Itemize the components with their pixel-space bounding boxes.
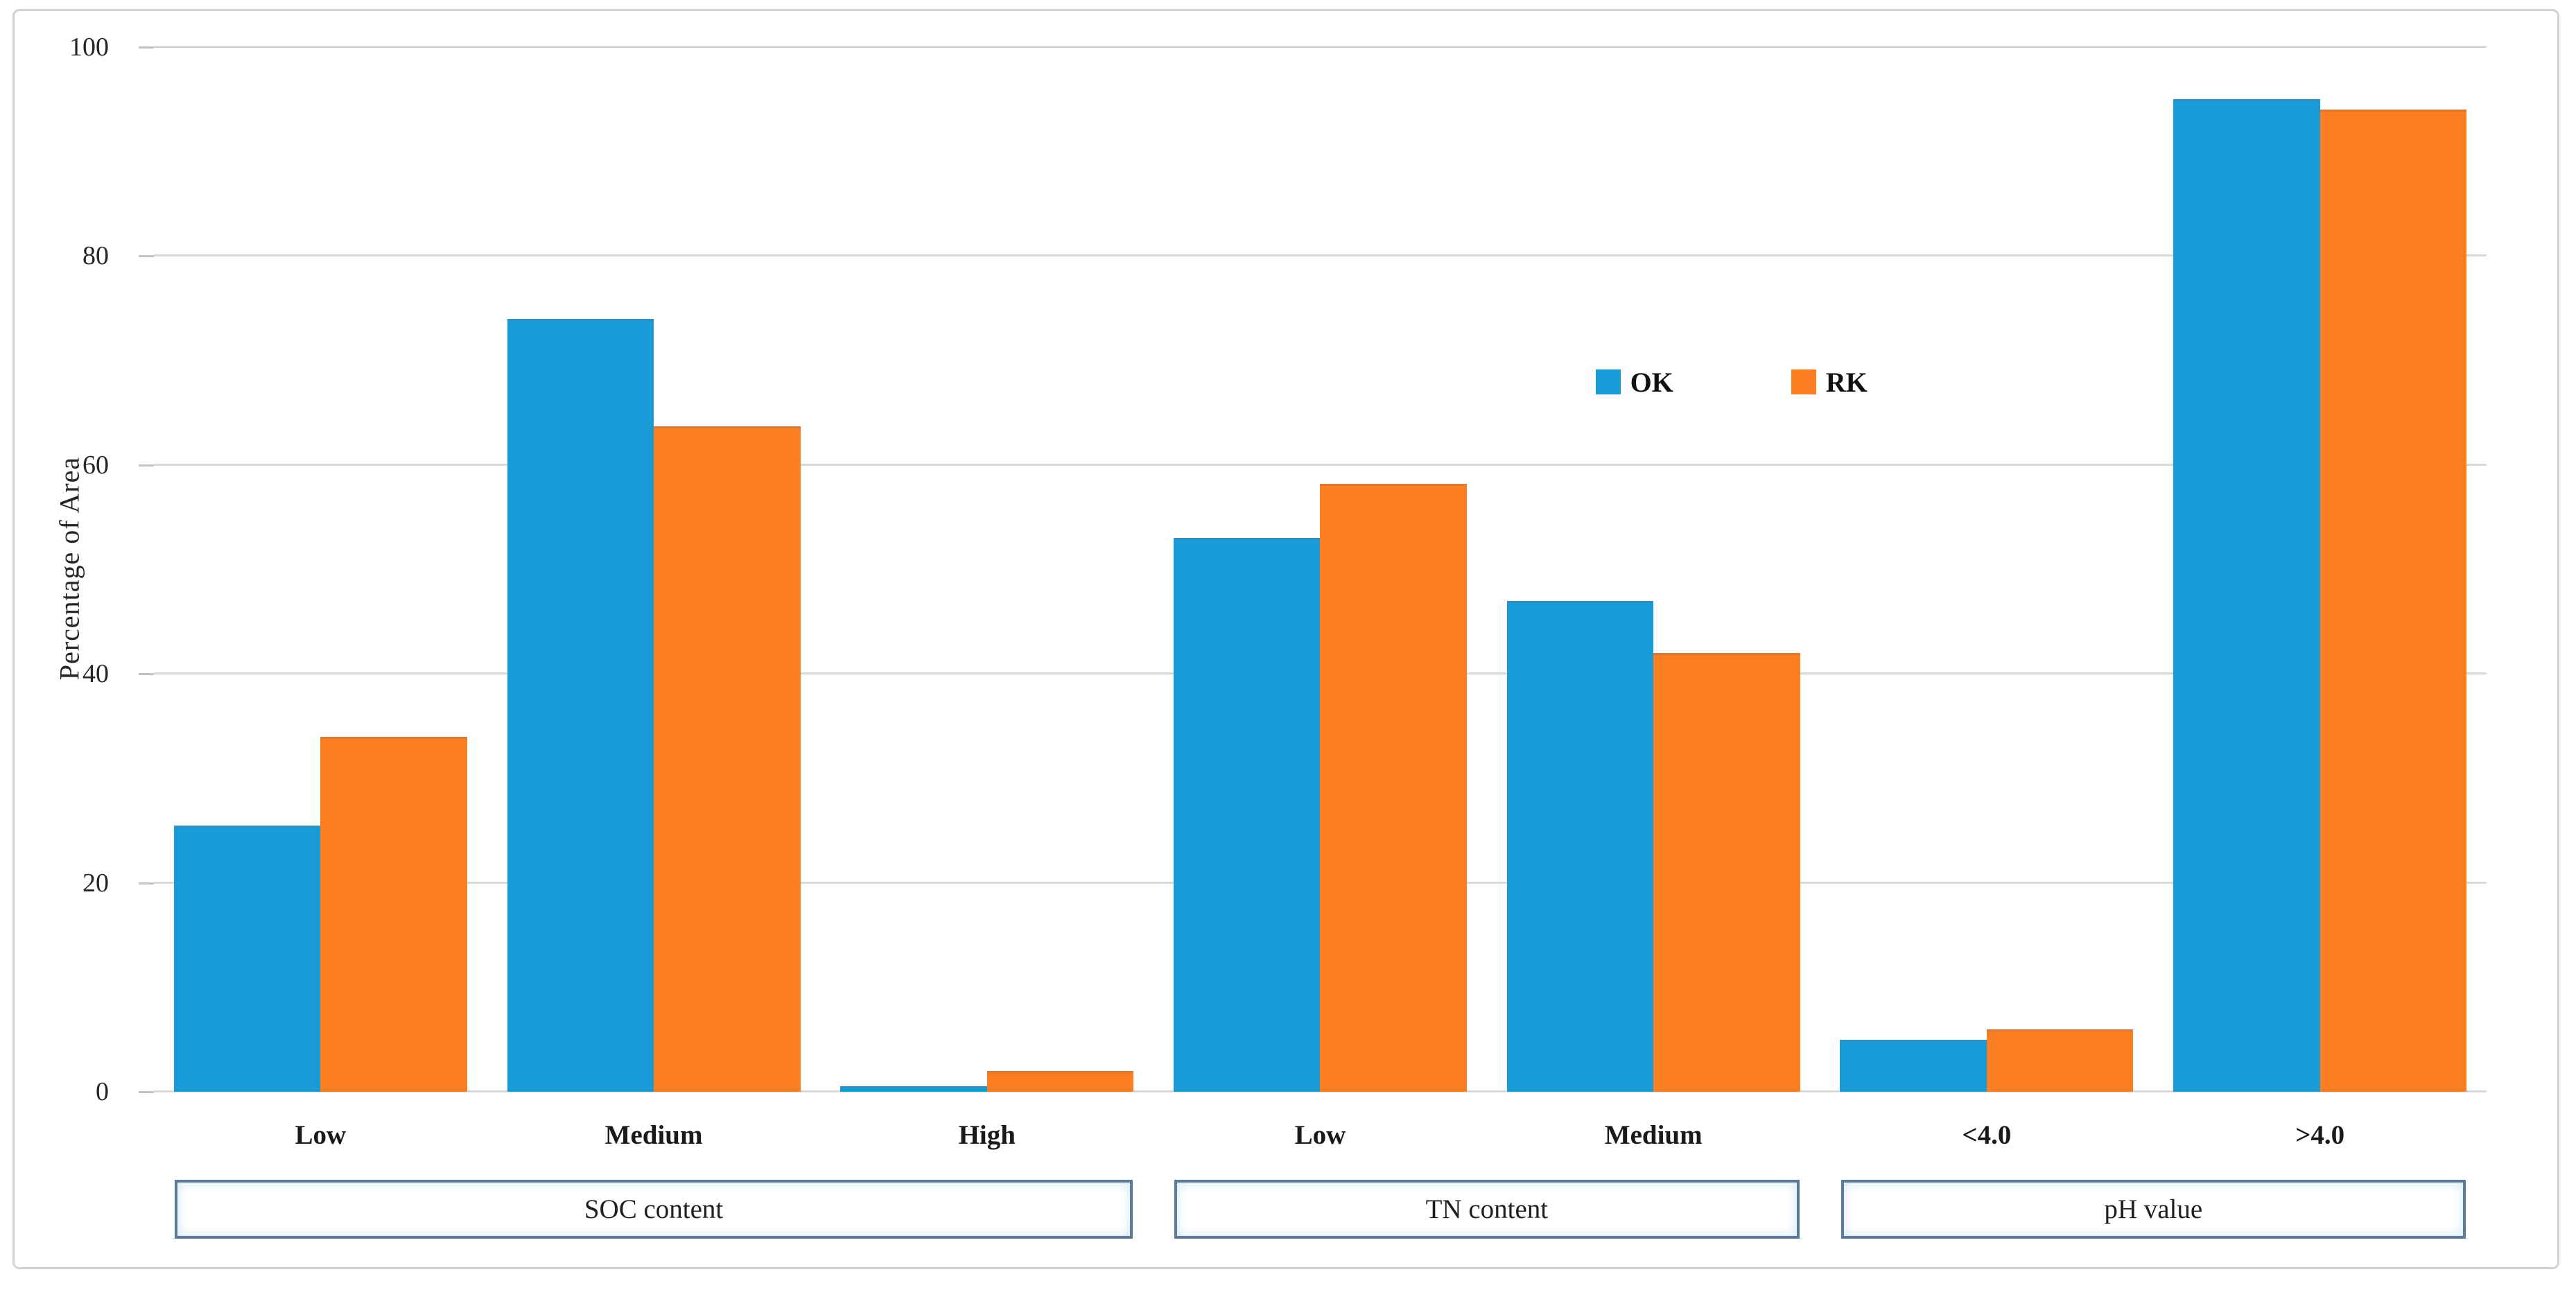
axis-group-label: SOC content (584, 1194, 724, 1224)
bar-ok-High (840, 1086, 987, 1092)
legend-item-rk: RK (1791, 366, 1868, 399)
bar-pair (1840, 47, 2134, 1092)
bar-rk-Low (320, 736, 467, 1092)
bar-rk-40 (1986, 1029, 2134, 1092)
category-label-3: High (958, 1120, 1016, 1150)
legend-swatch-rk (1791, 369, 1816, 395)
y-axis-tick (139, 1091, 154, 1093)
legend-item-ok: OK (1595, 366, 1673, 399)
axis-group-box: SOC content (175, 1180, 1133, 1239)
category-label-4: Low (1294, 1120, 1346, 1150)
category-label-6: <4.0 (1962, 1120, 2012, 1150)
y-axis-tick-label: 0 (96, 1077, 109, 1106)
y-axis-tick (139, 882, 154, 884)
y-axis-tick-label: 100 (69, 33, 109, 62)
legend: OK RK (1595, 366, 1868, 399)
bar-rk-Medium (1653, 653, 1800, 1092)
y-axis-tick (139, 46, 154, 49)
y-axis-tick (139, 673, 154, 676)
bar-pair (1173, 47, 1467, 1092)
bar-ok-Low (173, 825, 321, 1092)
y-axis-tick-label: 20 (82, 868, 109, 898)
bar-ok-40 (1840, 1039, 1987, 1092)
y-axis-tick-label: 80 (82, 241, 109, 271)
legend-label-rk: RK (1825, 366, 1868, 398)
y-axis-tick (139, 255, 154, 258)
category-slot-7 (2153, 47, 2487, 1092)
category-label-7: >4.0 (2295, 1120, 2345, 1150)
legend-swatch-ok (1595, 369, 1621, 395)
bar-pair (507, 47, 801, 1092)
y-axis-title: Percentage of Area (53, 456, 85, 681)
gridline-100 (154, 46, 2487, 48)
axis-group-label: TN content (1425, 1194, 1549, 1224)
bar-pair (1506, 47, 1800, 1092)
axis-group-box: pH value (1840, 1180, 2466, 1239)
category-slot-2 (487, 47, 821, 1092)
bar-rk-Medium (654, 426, 801, 1092)
axis-group-label: pH value (2104, 1194, 2203, 1224)
axis-group-box: TN content (1174, 1180, 1800, 1239)
bar-pair (840, 47, 1134, 1092)
bar-rk-40 (2320, 110, 2467, 1092)
category-label-2: Medium (604, 1120, 703, 1150)
bar-ok-Medium (507, 318, 654, 1092)
gridline-60 (154, 463, 2487, 466)
bar-ok-Low (1173, 538, 1321, 1092)
category-slot-5 (1487, 47, 1820, 1092)
bar-rk-High (986, 1070, 1134, 1092)
bar-ok-Medium (1506, 600, 1654, 1092)
y-axis-tick-label: 40 (82, 659, 109, 689)
legend-label-ok: OK (1630, 366, 1673, 398)
gridline-80 (154, 254, 2487, 257)
plot-area: OK RK (154, 46, 2487, 1092)
bar-ok-40 (2173, 99, 2320, 1092)
y-axis-tick-label: 60 (82, 450, 109, 480)
category-label-5: Medium (1604, 1120, 1703, 1150)
category-slot-1 (154, 47, 487, 1092)
bar-rk-Low (1320, 483, 1467, 1092)
category-slot-4 (1154, 47, 1487, 1092)
category-label-1: Low (295, 1120, 347, 1150)
category-slot-3 (820, 47, 1154, 1092)
chart-area-border (12, 9, 2559, 1269)
bar-pair (2173, 47, 2467, 1092)
category-slot-6 (1820, 47, 2154, 1092)
bar-pair (173, 47, 467, 1092)
y-axis-tick (139, 464, 154, 467)
